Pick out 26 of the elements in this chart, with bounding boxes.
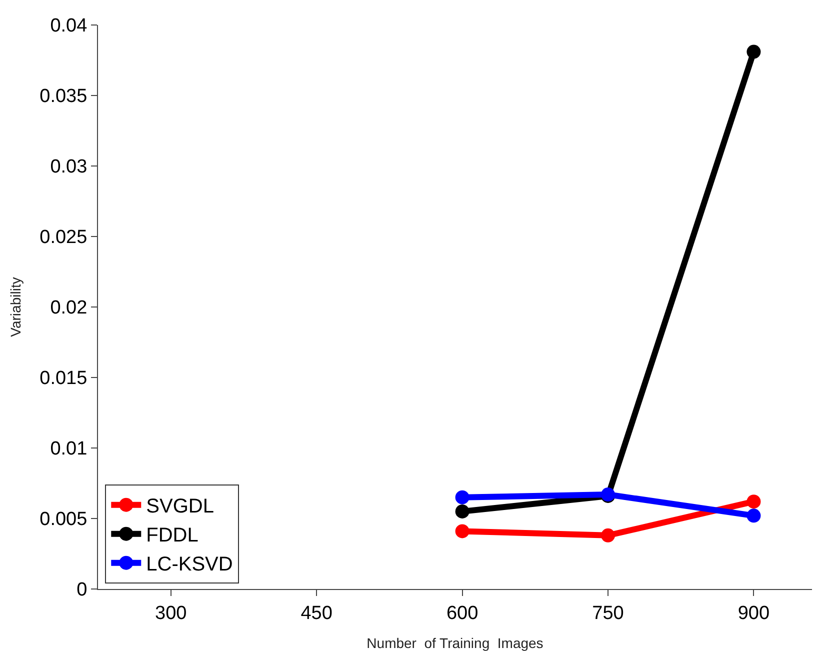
x-axis-title: Number of Training Images <box>366 635 544 651</box>
y-axis-title: Variability <box>7 277 24 337</box>
y-tick-label: 0.035 <box>40 86 88 108</box>
y-tick-label: 0.025 <box>40 227 88 248</box>
point <box>746 44 761 59</box>
x-tick-label: 750 <box>592 602 624 624</box>
point <box>455 524 470 538</box>
x-tick-label: 900 <box>738 602 770 624</box>
y-tick-label: 0.04 <box>50 16 88 37</box>
y-tick-label: 0.015 <box>40 368 88 390</box>
x-tick-label: 300 <box>155 602 187 624</box>
legend-label: SVGDL <box>146 496 214 518</box>
y-tick-label: 0.02 <box>50 298 88 319</box>
point <box>455 490 470 504</box>
y-tick-label: 0.03 <box>50 156 88 178</box>
point <box>455 504 470 518</box>
y-tick-label: 0 <box>76 580 88 601</box>
x-tick-label: 600 <box>446 602 478 624</box>
legend-label: LC-KSVD <box>146 554 233 576</box>
x-tick-label: 450 <box>300 602 332 624</box>
point <box>746 494 761 509</box>
y-tick-label: 0.005 <box>40 509 88 530</box>
y-tick-label: 0.01 <box>50 438 88 460</box>
point <box>601 528 615 542</box>
point <box>746 508 761 523</box>
legend-label: FDDL <box>146 524 198 547</box>
